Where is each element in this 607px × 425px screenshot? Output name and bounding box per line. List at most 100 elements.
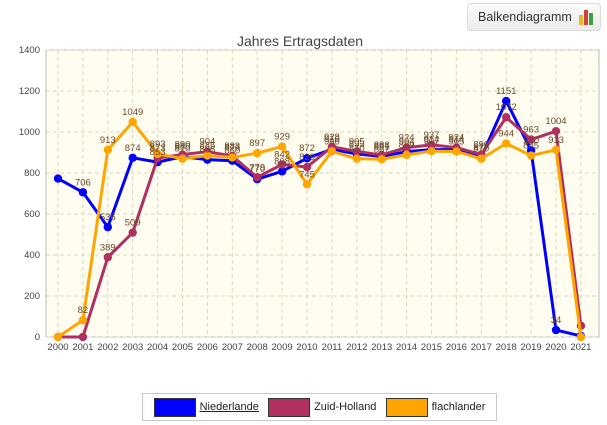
legend-swatch — [385, 397, 428, 417]
legend-swatch — [153, 397, 196, 417]
x-tick-label: 2002 — [97, 342, 118, 353]
data-label-niederlande: 874 — [125, 143, 141, 154]
data-point-flachlander — [352, 154, 361, 163]
data-label-flachlander: 893 — [150, 139, 166, 150]
legend-label: Niederlande — [199, 401, 259, 413]
legend-label: flachlander — [431, 401, 486, 413]
data-point-flachlander — [427, 146, 436, 156]
data-point-flachlander — [178, 154, 187, 163]
data-label-zuid-holland: 829 — [299, 152, 315, 163]
data-label-zuid-holland: 937 — [424, 130, 440, 141]
data-label-niederlande: 853 — [150, 147, 166, 158]
data-label-niederlande: 914 — [424, 135, 440, 146]
legend-item-flachlander[interactable]: flachlander — [385, 397, 486, 417]
data-point-flachlander — [53, 332, 63, 342]
x-tick-label: 2003 — [122, 342, 143, 353]
data-label-niederlande: 1151 — [496, 86, 516, 97]
data-label-flachlander: 885 — [199, 141, 215, 152]
data-label-flachlander: 897 — [249, 138, 265, 149]
data-point-flachlander — [377, 155, 386, 164]
y-tick-label: 800 — [24, 168, 40, 179]
bar-chart-toggle-button[interactable]: Balkendiagramm — [467, 3, 601, 31]
x-tick-label: 2013 — [371, 342, 392, 353]
data-label-zuid-holland: 905 — [349, 136, 365, 147]
data-label-flachlander: 870 — [473, 144, 489, 155]
x-tick-label: 2001 — [72, 342, 93, 353]
data-label-niederlande: 877 — [473, 142, 489, 153]
x-tick-label: 2005 — [172, 342, 193, 353]
data-point-niederlande — [78, 188, 88, 197]
data-point-flachlander — [78, 315, 88, 325]
data-point-zuid-holland — [502, 113, 511, 122]
data-label-niederlande: 536 — [100, 212, 116, 223]
data-point-flachlander — [203, 151, 212, 160]
data-point-niederlande — [277, 167, 287, 176]
data-label-flachlander: 876 — [224, 142, 240, 153]
data-label-flachlander: 745 — [299, 169, 315, 180]
y-tick-label: 0 — [35, 332, 40, 343]
data-point-niederlande — [551, 325, 561, 335]
data-point-zuid-holland — [78, 332, 88, 342]
data-label-niederlande: 706 — [75, 177, 91, 188]
data-label-zuid-holland: 883 — [224, 141, 240, 152]
data-point-flachlander — [277, 142, 287, 151]
data-point-niederlande — [103, 222, 113, 232]
data-label-flachlander: 870 — [349, 144, 365, 155]
data-point-zuid-holland — [427, 140, 436, 150]
data-point-niederlande — [128, 153, 137, 163]
data-label-niederlande: 916 — [324, 134, 340, 145]
data-point-flachlander — [576, 332, 586, 342]
x-tick-label: 2009 — [272, 342, 293, 353]
data-label-zuid-holland: 1072 — [496, 102, 517, 113]
legend-item-zuid-holland[interactable]: Zuid-Holland — [268, 397, 376, 417]
x-tick-label: 2008 — [247, 342, 268, 353]
data-label-zuid-holland: 842 — [274, 149, 290, 160]
data-point-flachlander — [402, 150, 411, 159]
data-label-niederlande: 872 — [299, 143, 315, 154]
data-label-niederlande: 880 — [175, 142, 191, 153]
data-label-zuid-holland: 924 — [399, 133, 415, 144]
data-label-flachlander: 905 — [448, 136, 464, 147]
data-label-niederlande: 893 — [349, 139, 365, 150]
data-label-flachlander: 944 — [498, 128, 514, 139]
data-point-flachlander — [477, 154, 486, 163]
data-point-zuid-holland — [551, 126, 561, 136]
data-label-flachlander: 885 — [523, 141, 539, 152]
chart-title: Jahres Ertragsdaten — [237, 33, 363, 49]
data-label-niederlande: 34 — [551, 315, 562, 326]
data-label-niederlande: 865 — [199, 145, 215, 156]
data-point-zuid-holland — [402, 143, 411, 152]
data-label-flachlander: 870 — [175, 144, 191, 155]
data-label-niederlande: 914 — [448, 135, 464, 146]
data-point-flachlander — [228, 153, 237, 162]
legend-item-niederlande[interactable]: Niederlande — [153, 397, 259, 417]
y-tick-label: 200 — [24, 291, 40, 302]
data-label-niederlande: 904 — [399, 137, 415, 148]
x-tick-label: 2004 — [147, 342, 168, 353]
data-point-flachlander — [327, 147, 337, 156]
x-tick-label: 2007 — [222, 342, 243, 353]
y-tick-label: 1400 — [19, 45, 40, 56]
data-label-niederlande: 808 — [274, 156, 290, 167]
chart-legend: Niederlande Zuid-Holland flachlander — [142, 393, 497, 421]
bar-chart-icon — [578, 10, 593, 25]
data-point-flachlander — [452, 147, 461, 156]
data-label-flachlander: 889 — [399, 140, 415, 151]
data-point-flachlander — [551, 145, 561, 155]
data-label-niederlande: 770 — [249, 164, 265, 175]
y-tick-label: 400 — [24, 250, 40, 261]
series-line-flachlander — [57, 120, 583, 339]
data-label-flachlander: 907 — [424, 136, 440, 147]
data-point-flachlander — [103, 145, 113, 155]
x-tick-label: 2000 — [47, 342, 68, 353]
x-tick-label: 2018 — [496, 342, 517, 353]
x-tick-label: 2010 — [296, 342, 317, 353]
data-label-zuid-holland: 389 — [100, 242, 116, 253]
data-point-flachlander — [153, 149, 162, 159]
x-tick-label: 2016 — [446, 342, 467, 353]
x-tick-label: 2011 — [322, 342, 342, 353]
data-label-zuid-holland: 904 — [199, 137, 215, 148]
data-point-zuid-holland — [302, 162, 312, 172]
x-tick-label: 2017 — [471, 342, 492, 353]
